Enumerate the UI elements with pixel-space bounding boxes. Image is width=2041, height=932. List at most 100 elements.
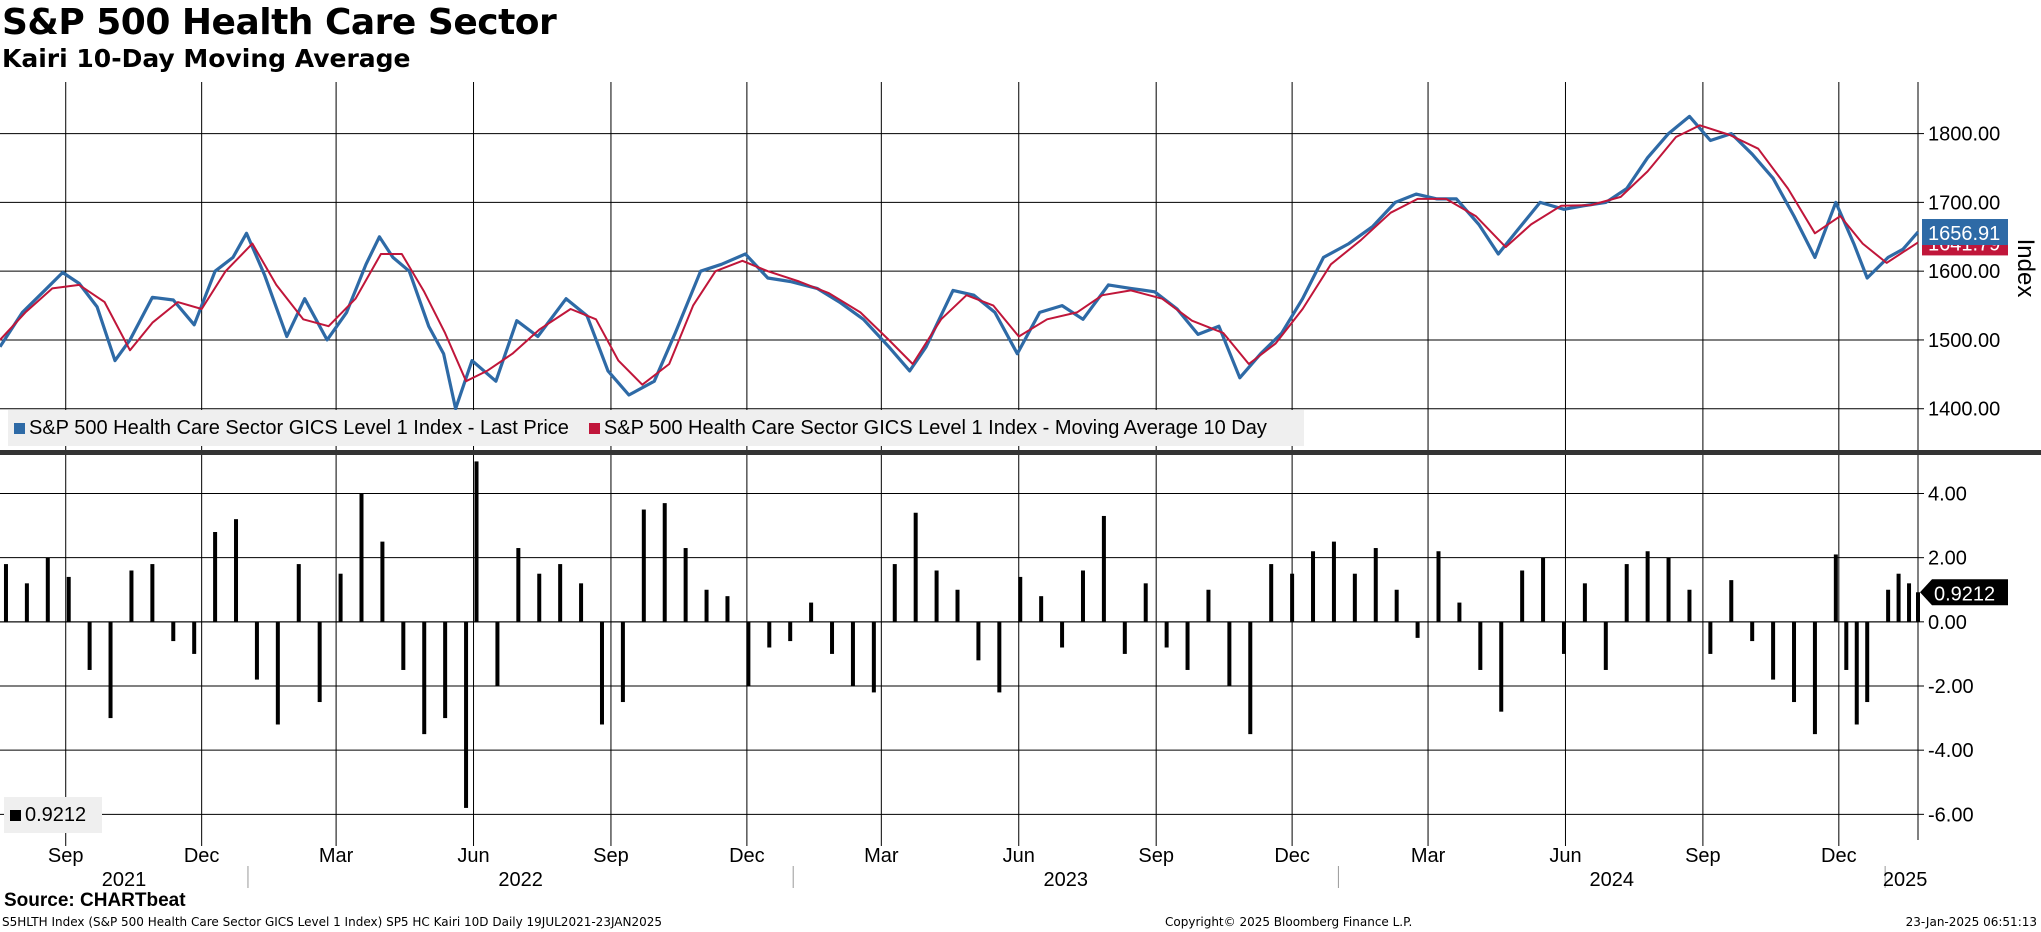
kairi-bar-75 [1561, 621, 1566, 654]
legend-item-last-price[interactable]: S&P 500 Health Care Sector GICS Level 1 … [14, 417, 569, 440]
legend-item-moving-average[interactable]: S&P 500 Health Care Sector GICS Level 1 … [588, 416, 1267, 440]
year-label-1: 2022 [498, 869, 543, 891]
kairi-bar-26 [537, 573, 542, 622]
kairi-bar-94 [1907, 583, 1912, 622]
last-price-value: 1656.91 [1928, 223, 2000, 245]
kairi-bar-48 [997, 621, 1002, 693]
kairi-bar-88 [1833, 554, 1838, 622]
y-tick-label-top-3: 1700.00 [1928, 192, 2000, 214]
kairi-bar-27 [558, 564, 563, 622]
x-tick-label-7: Jun [1003, 845, 1035, 867]
kairi-bar-81 [1687, 589, 1692, 622]
x-tick-label-8: Sep [1138, 845, 1174, 867]
kairi-bar-77 [1603, 621, 1608, 670]
kairi-bar-70 [1457, 602, 1462, 622]
kairi-bar-69 [1436, 551, 1441, 622]
kairi-bar-85 [1771, 621, 1776, 680]
kairi-bar-15 [317, 621, 322, 703]
kairi-bar-71 [1478, 621, 1483, 670]
legend-label-moving-average: S&P 500 Health Care Sector GICS Level 1 … [603, 416, 1267, 439]
y-axis-title: Index [2012, 239, 2039, 298]
y-tick-label-bottom-1: -4.00 [1928, 740, 1974, 762]
y-tick-label-bottom-4: 2.00 [1928, 548, 1967, 570]
y-tick-label-bottom-0: -6.00 [1928, 804, 1974, 826]
kairi-bar-46 [955, 589, 960, 622]
kairi-bar-5 [108, 621, 113, 719]
kairi-bar-11 [234, 519, 239, 622]
kairi-bar-45 [934, 570, 939, 622]
kairi-bar-95 [1916, 592, 1920, 622]
legend-label-last-price: S&P 500 Health Care Sector GICS Level 1 … [29, 416, 569, 439]
kairi-bar-86 [1792, 621, 1797, 703]
kairi-bar-28 [579, 583, 584, 622]
kairi-bar-73 [1520, 570, 1525, 622]
x-tick-label-13: Dec [1821, 845, 1857, 867]
kairi-bar-65 [1352, 573, 1357, 622]
legend-item-kairi[interactable]: 0.9212 [10, 804, 86, 827]
kairi-bar-14 [296, 564, 301, 622]
kairi-bar-49 [1018, 576, 1023, 622]
kairi-bar-19 [401, 621, 406, 670]
kairi-bar-3 [66, 576, 71, 622]
kairi-bar-89 [1844, 621, 1849, 670]
footer-ticker-info: S5HLTH Index (S&P 500 Health Care Sector… [2, 915, 662, 929]
kairi-bar-54 [1122, 621, 1127, 654]
kairi-bar-50 [1039, 596, 1044, 622]
kairi-bar-2 [45, 557, 50, 622]
kairi-bar-67 [1394, 589, 1399, 622]
kairi-bar-31 [641, 509, 646, 622]
year-label-3: 2024 [1590, 869, 1635, 891]
kairi-bar-76 [1582, 583, 1587, 622]
kairi-bar-7 [150, 564, 155, 622]
footer-copyright: Copyright© 2025 Bloomberg Finance L.P. [1165, 915, 1413, 929]
kairi-bar-57 [1185, 621, 1190, 670]
last-price-line [0, 114, 1920, 411]
kairi-bar-34 [704, 589, 709, 622]
kairi-bar-56 [1164, 621, 1169, 648]
price-legend: S&P 500 Health Care Sector GICS Level 1 … [8, 410, 1304, 446]
kairi-legend: 0.9212 [4, 797, 102, 833]
x-tick-label-5: Dec [729, 845, 765, 867]
kairi-bar-33 [683, 548, 688, 622]
moving-average-line [0, 124, 1919, 386]
kairi-bar-82 [1708, 621, 1713, 654]
kairi-bar-18 [380, 541, 385, 622]
kairi-bar-83 [1729, 580, 1734, 622]
kairi-bar-53 [1101, 515, 1106, 622]
kairi-bar-87 [1812, 621, 1817, 735]
kairi-bar-61 [1269, 564, 1274, 622]
kairi-bar-62 [1290, 573, 1295, 622]
kairi-bar-21 [443, 621, 448, 719]
kairi-bar-84 [1750, 621, 1755, 642]
kairi-bar-36 [746, 621, 751, 686]
kairi-bar-8 [171, 621, 176, 642]
kairi-bar-35 [725, 596, 730, 622]
x-tick-label-1: Dec [184, 845, 220, 867]
source-note: Source: CHARTbeat [4, 890, 186, 911]
x-tick-label-12: Sep [1685, 845, 1721, 867]
kairi-bar-93 [1896, 573, 1901, 622]
x-tick-label-10: Mar [1411, 845, 1446, 867]
kairi-bar-10 [213, 532, 218, 622]
y-tick-label-bottom-3: 0.00 [1928, 612, 1967, 634]
kairi-bar-20 [422, 621, 427, 735]
kairi-bar-55 [1143, 583, 1148, 622]
kairi-bar-58 [1206, 589, 1211, 622]
kairi-bar-6 [129, 570, 134, 622]
x-tick-label-0: Sep [48, 845, 84, 867]
kairi-bar-90 [1854, 621, 1859, 725]
y-tick-label-top-1: 1500.00 [1928, 330, 2000, 352]
kairi-bar-63 [1311, 551, 1316, 622]
kairi-bar-44 [913, 512, 918, 622]
kairi-bar-37 [767, 621, 772, 648]
year-label-0: 2021 [102, 869, 147, 891]
x-tick-label-2: Mar [319, 845, 354, 867]
kairi-bar-79 [1645, 551, 1650, 622]
kairi-bar-30 [620, 621, 625, 703]
kairi-bar-12 [254, 621, 259, 680]
kairi-bar-43 [892, 564, 897, 622]
y-tick-label-top-0: 1400.00 [1928, 399, 2000, 421]
kairi-badge: 0.9212 [1920, 579, 2008, 606]
kairi-bar-59 [1227, 621, 1232, 686]
